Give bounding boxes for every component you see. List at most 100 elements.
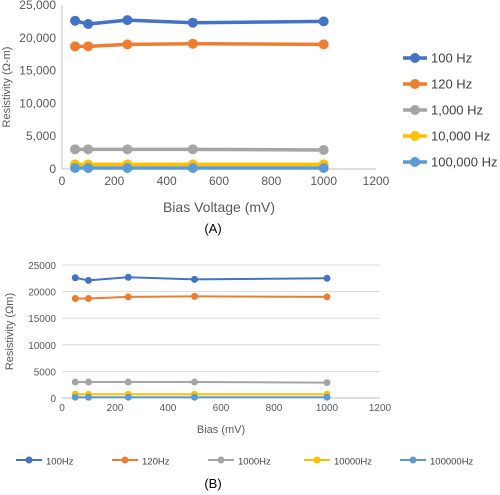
series-line [74, 18, 324, 26]
x-axis-label: Bias (mV) [197, 424, 245, 436]
x-tick-label: 800 [261, 174, 281, 188]
series-line [75, 147, 324, 152]
data-point [122, 39, 133, 50]
legend-label: 10000Hz [334, 457, 372, 468]
legend-marker [410, 105, 420, 115]
legend-marker [410, 131, 420, 141]
data-point [187, 38, 198, 49]
data-point [187, 144, 198, 155]
data-point [187, 163, 198, 174]
legend-marker [410, 53, 420, 63]
data-point [122, 144, 133, 155]
legend-label: 100000Hz [430, 457, 474, 468]
x-tick-label: 600 [209, 174, 229, 188]
data-point [124, 393, 132, 401]
legend-marker [409, 456, 417, 464]
data-point [83, 163, 94, 174]
series-line [75, 276, 328, 282]
data-point [85, 393, 92, 401]
data-point [122, 163, 133, 174]
y-tick-label: 10000 [28, 341, 56, 352]
chart-b: 0 5000 10000 15000 20000 25000 0 200 400 600 800 10… [4, 261, 474, 491]
data-point [318, 163, 329, 174]
x-tick-label: 0 [59, 174, 66, 188]
data-point [85, 295, 92, 303]
legend-label: 100Hz [46, 457, 74, 468]
data-point [71, 295, 79, 303]
x-tick-label: 1200 [369, 403, 392, 414]
y-axis-label: Resistivity (Ω-m) [1, 47, 13, 128]
legend-label: 120 Hz [431, 77, 472, 92]
y-tick-label: 15000 [28, 314, 56, 325]
series-line [75, 41, 324, 49]
data-point [70, 144, 81, 155]
legend-label: 1000Hz [238, 457, 271, 468]
data-point [124, 293, 132, 301]
legend-marker [25, 456, 33, 464]
y-tick-label: 20,000 [19, 31, 56, 45]
series-line [75, 295, 328, 300]
legend-marker [121, 456, 129, 464]
data-point [191, 275, 198, 283]
y-tick-label: 5,000 [26, 129, 56, 143]
legend-marker [217, 456, 225, 464]
legend-label: 100 Hz [431, 51, 472, 66]
data-point [323, 393, 331, 401]
data-point [71, 393, 79, 401]
y-tick-label: 15,000 [19, 64, 56, 78]
legend-label: 1,000 Hz [431, 103, 483, 118]
data-point [323, 293, 331, 301]
x-tick-label: 1000 [316, 403, 339, 414]
data-point [323, 274, 331, 282]
x-tick-label: 600 [213, 403, 230, 414]
data-point [318, 16, 329, 27]
y-tick-label: 20000 [28, 288, 56, 299]
panel-label: (B) [204, 476, 221, 491]
data-point [83, 144, 94, 155]
y-tick-label: 5000 [34, 367, 57, 378]
data-point [323, 379, 331, 387]
data-point [85, 378, 92, 386]
data-point [70, 163, 81, 174]
legend-label: 10,000 Hz [431, 129, 490, 144]
y-tick-label: 25,000 [19, 0, 56, 12]
y-tick-label: 10,000 [19, 96, 56, 110]
x-axis-label: Bias Voltage (mV) [163, 199, 275, 215]
data-point [71, 274, 79, 282]
x-tick-label: 200 [104, 174, 124, 188]
legend-label: 100,000 Hz [431, 155, 498, 170]
legend-marker [313, 456, 321, 464]
data-point [191, 378, 198, 386]
data-point [70, 15, 81, 26]
y-tick-label: 25000 [28, 261, 56, 272]
legend-marker [410, 79, 420, 89]
data-point [191, 393, 198, 401]
x-tick-label: 200 [107, 403, 124, 414]
y-axis-label: Resistivity (Ωm) [4, 293, 16, 370]
panel-label: (A) [204, 221, 221, 236]
data-point [124, 378, 132, 386]
x-tick-label: 800 [266, 403, 283, 414]
data-point [191, 292, 198, 300]
x-tick-label: 400 [157, 174, 177, 188]
data-point [71, 378, 79, 386]
series-line [75, 381, 328, 384]
y-tick-label: 0 [49, 162, 56, 176]
data-point [318, 144, 329, 155]
data-point [318, 39, 329, 50]
data-point [70, 41, 81, 52]
y-tick-label: 0 [50, 394, 56, 405]
x-tick-label: 0 [59, 403, 65, 414]
data-point [124, 273, 132, 281]
data-point [83, 41, 94, 52]
data-point [187, 17, 198, 28]
data-point [83, 19, 94, 30]
x-tick-label: 400 [160, 403, 177, 414]
data-point [85, 276, 92, 284]
legend-marker [410, 157, 420, 167]
chart-a: 0 5,000 10,000 15,000 20,000 25,000 0 200 400 600… [1, 0, 498, 236]
x-tick-label: 1200 [363, 174, 390, 188]
legend-label: 120Hz [142, 457, 170, 468]
data-point [122, 15, 133, 26]
